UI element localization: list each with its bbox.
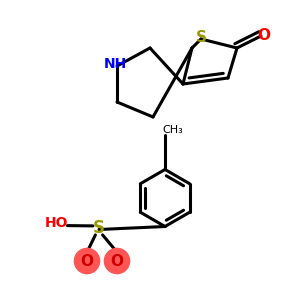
Text: S: S [196, 30, 206, 45]
Text: CH₃: CH₃ [162, 125, 183, 136]
Circle shape [104, 248, 130, 274]
Text: NH: NH [104, 58, 127, 71]
Text: O: O [80, 254, 94, 268]
Text: O: O [257, 28, 271, 43]
Text: HO: HO [45, 216, 69, 230]
Circle shape [74, 248, 100, 274]
Text: S: S [93, 219, 105, 237]
Text: O: O [110, 254, 124, 268]
